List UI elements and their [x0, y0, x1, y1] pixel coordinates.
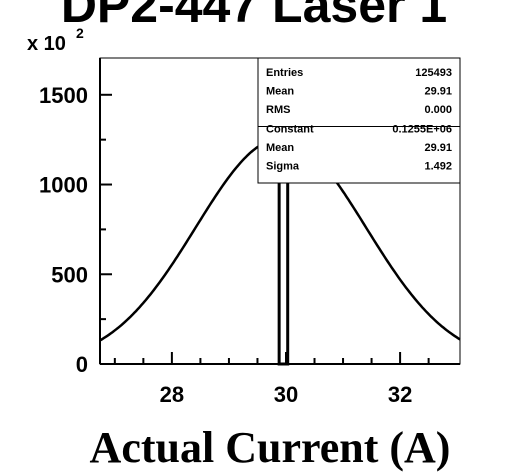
stat-value: 29.91: [424, 85, 452, 97]
stat-value: 125493: [415, 67, 452, 79]
y-tick-label: 1000: [39, 173, 88, 198]
x-tick-label: 28: [160, 382, 184, 407]
fit-value: 29.91: [424, 142, 452, 154]
y-tick-label: 0: [76, 352, 88, 377]
fit-name: Constant: [266, 123, 314, 135]
y-tick-label: 500: [51, 262, 88, 287]
x-tick-label: 30: [274, 382, 298, 407]
stats-box: [257, 57, 461, 127]
stat-name: Mean: [266, 85, 294, 97]
stat-name: RMS: [266, 104, 290, 116]
fit-value: 0.1255E+06: [392, 123, 452, 135]
fit-name: Mean: [266, 142, 294, 154]
y-tick-label: 1500: [39, 83, 88, 108]
fit-box: [257, 126, 461, 184]
x-axis-label: Actual Current (A): [90, 423, 451, 472]
stat-value: 0.000: [424, 104, 452, 116]
y-multiplier-exp: 2: [76, 25, 84, 41]
fit-name: Sigma: [266, 160, 300, 172]
stat-name: Entries: [266, 67, 303, 79]
x-tick-label: 32: [388, 382, 412, 407]
fit-value: 1.492: [424, 160, 452, 172]
y-multiplier: x 10: [27, 33, 66, 55]
chart-title: DP2-447 Laser 1: [61, 0, 447, 33]
